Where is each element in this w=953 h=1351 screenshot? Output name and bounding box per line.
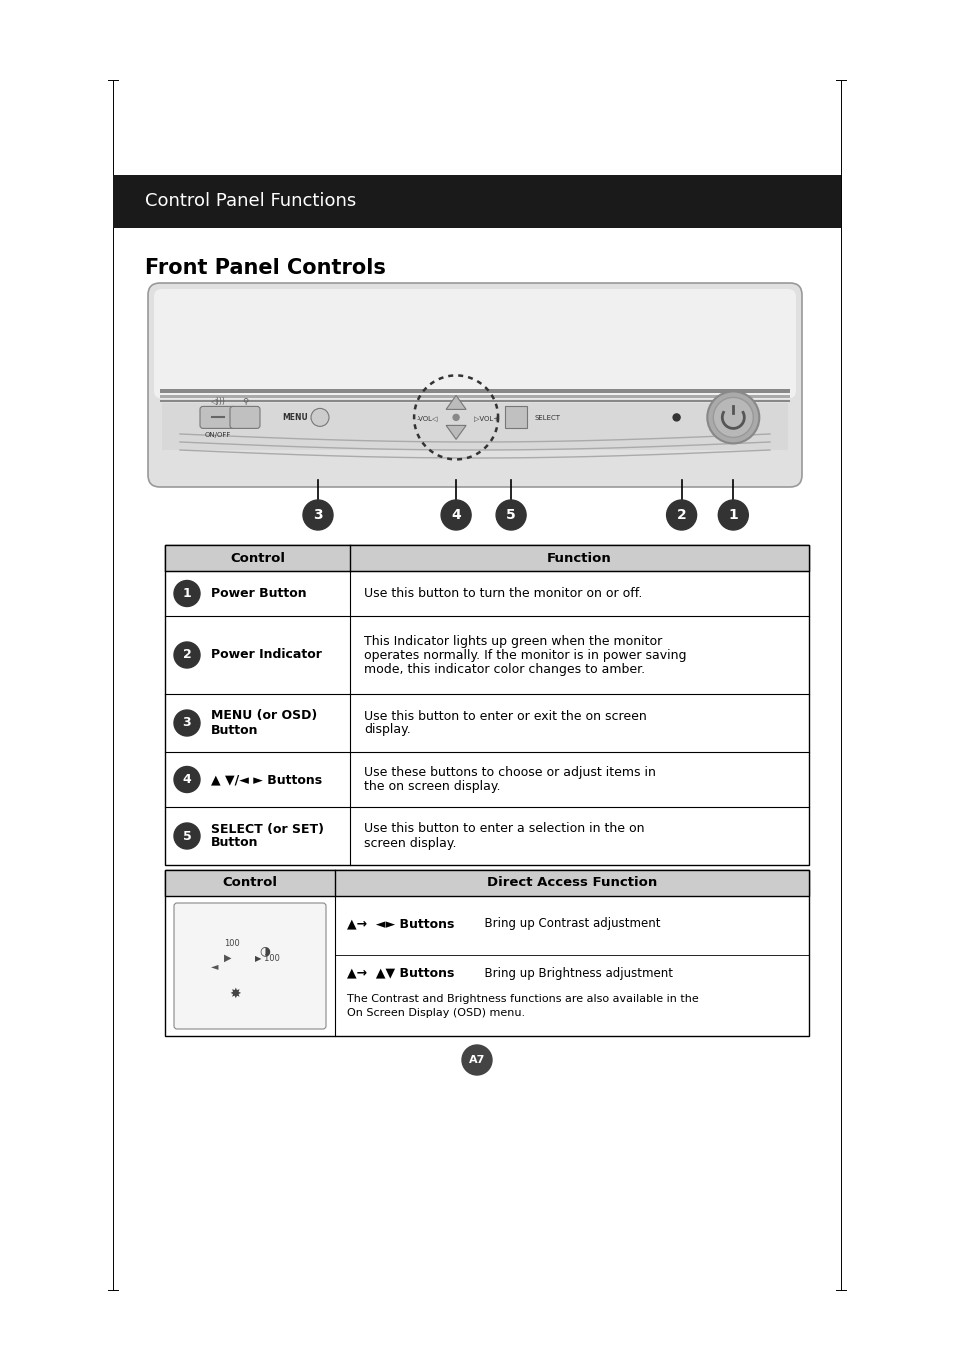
- Text: This Indicator lights up green when the monitor: This Indicator lights up green when the …: [364, 635, 661, 647]
- Text: Use this button to turn the monitor on or off.: Use this button to turn the monitor on o…: [364, 586, 641, 600]
- Text: 2: 2: [182, 648, 192, 662]
- FancyBboxPatch shape: [162, 403, 787, 450]
- FancyBboxPatch shape: [165, 870, 808, 1036]
- Text: Power Indicator: Power Indicator: [211, 648, 321, 662]
- Text: 5: 5: [506, 508, 516, 521]
- Circle shape: [666, 500, 696, 530]
- FancyBboxPatch shape: [148, 282, 801, 486]
- Circle shape: [303, 500, 333, 530]
- Text: 2: 2: [676, 508, 686, 521]
- Circle shape: [673, 413, 679, 422]
- Text: On Screen Display (OSD) menu.: On Screen Display (OSD) menu.: [347, 1008, 524, 1019]
- FancyBboxPatch shape: [112, 176, 841, 228]
- Text: 3: 3: [182, 716, 192, 730]
- Text: The Contrast and Brightness functions are also available in the: The Contrast and Brightness functions ar…: [347, 994, 698, 1004]
- Circle shape: [453, 415, 458, 420]
- Text: Use this button to enter a selection in the on: Use this button to enter a selection in …: [364, 823, 644, 835]
- Text: Bring up Brightness adjustment: Bring up Brightness adjustment: [476, 966, 672, 979]
- FancyBboxPatch shape: [504, 407, 527, 428]
- Text: Function: Function: [547, 551, 611, 565]
- Text: 1: 1: [728, 508, 738, 521]
- Text: ◄: ◄: [211, 961, 218, 971]
- Text: SELECT (or SET): SELECT (or SET): [211, 823, 324, 835]
- Circle shape: [173, 823, 200, 848]
- Text: 3: 3: [313, 508, 322, 521]
- Text: MENU (or OSD): MENU (or OSD): [211, 709, 317, 723]
- Text: ⚲: ⚲: [242, 397, 248, 405]
- FancyBboxPatch shape: [173, 902, 326, 1029]
- Text: Front Panel Controls: Front Panel Controls: [145, 258, 385, 278]
- Text: Control: Control: [222, 877, 277, 889]
- Circle shape: [461, 1046, 492, 1075]
- Text: ◑: ◑: [259, 944, 270, 958]
- Text: Control: Control: [230, 551, 285, 565]
- Text: operates normally. If the monitor is in power saving: operates normally. If the monitor is in …: [364, 648, 686, 662]
- Circle shape: [706, 392, 759, 443]
- Text: 4: 4: [182, 773, 192, 786]
- Text: display.: display.: [364, 724, 411, 736]
- Text: ▲→  ◄► Buttons: ▲→ ◄► Buttons: [347, 917, 454, 931]
- Circle shape: [440, 500, 471, 530]
- Text: ▲ ▼/◄ ► Buttons: ▲ ▼/◄ ► Buttons: [211, 773, 322, 786]
- Text: Use these buttons to choose or adjust items in: Use these buttons to choose or adjust it…: [364, 766, 656, 780]
- Text: ✸: ✸: [229, 988, 240, 1001]
- Text: Control Panel Functions: Control Panel Functions: [145, 192, 355, 211]
- Text: 5: 5: [182, 830, 192, 843]
- FancyBboxPatch shape: [165, 544, 808, 865]
- FancyBboxPatch shape: [165, 544, 808, 571]
- Text: ▲→  ▲▼ Buttons: ▲→ ▲▼ Buttons: [347, 966, 454, 979]
- Text: Power Button: Power Button: [211, 586, 306, 600]
- Circle shape: [173, 711, 200, 736]
- Text: Direct Access Function: Direct Access Function: [486, 877, 657, 889]
- Polygon shape: [446, 396, 466, 409]
- Text: ▶: ▶: [224, 952, 232, 963]
- FancyBboxPatch shape: [230, 407, 260, 428]
- Text: SELECT: SELECT: [534, 415, 559, 422]
- Text: ▶ 100: ▶ 100: [254, 954, 279, 962]
- FancyBboxPatch shape: [200, 407, 235, 428]
- Circle shape: [718, 500, 747, 530]
- Text: -VOL◁: -VOL◁: [416, 415, 437, 422]
- FancyBboxPatch shape: [165, 870, 808, 896]
- Text: Button: Button: [211, 836, 258, 850]
- FancyBboxPatch shape: [160, 394, 789, 397]
- Circle shape: [496, 500, 525, 530]
- Text: 100: 100: [224, 939, 239, 948]
- Text: 1: 1: [182, 586, 192, 600]
- Text: screen display.: screen display.: [364, 836, 456, 850]
- Circle shape: [311, 408, 329, 427]
- Text: the on screen display.: the on screen display.: [364, 780, 500, 793]
- Polygon shape: [446, 426, 466, 439]
- Text: ▷VOL+: ▷VOL+: [474, 415, 498, 422]
- Text: MENU: MENU: [282, 413, 308, 422]
- Circle shape: [713, 397, 753, 438]
- Text: Use this button to enter or exit the on screen: Use this button to enter or exit the on …: [364, 709, 646, 723]
- Circle shape: [173, 581, 200, 607]
- FancyBboxPatch shape: [160, 400, 789, 401]
- Circle shape: [173, 642, 200, 667]
- Text: A7: A7: [468, 1055, 485, 1065]
- Text: ◁))): ◁))): [211, 397, 225, 405]
- Circle shape: [173, 766, 200, 793]
- Text: 4: 4: [451, 508, 460, 521]
- FancyBboxPatch shape: [160, 389, 789, 393]
- FancyBboxPatch shape: [153, 289, 795, 399]
- Text: Bring up Contrast adjustment: Bring up Contrast adjustment: [476, 917, 659, 931]
- Text: mode, this indicator color changes to amber.: mode, this indicator color changes to am…: [364, 662, 644, 676]
- Text: Button: Button: [211, 724, 258, 736]
- Text: ON/OFF: ON/OFF: [205, 432, 231, 439]
